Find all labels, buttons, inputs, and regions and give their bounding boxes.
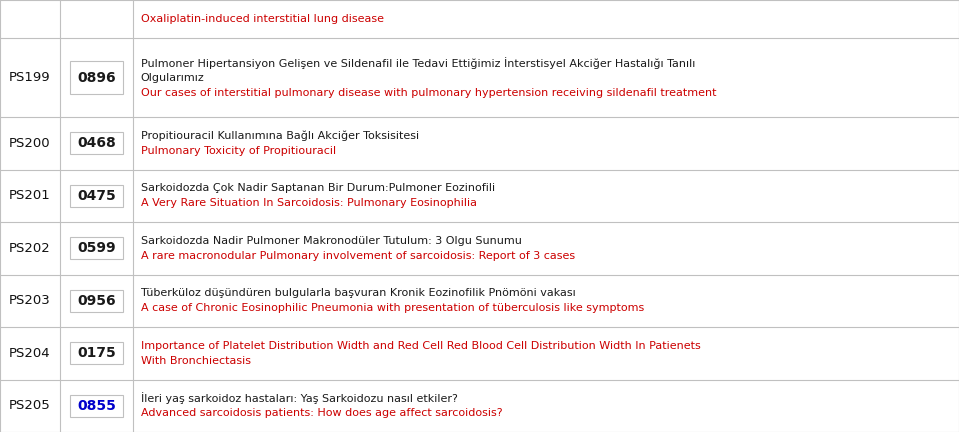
Text: Pulmoner Hipertansiyon Gelişen ve Sildenafil ile Tedavi Ettiğimiz İnterstisyel A: Pulmoner Hipertansiyon Gelişen ve Silden… bbox=[141, 57, 695, 69]
Text: Oxaliplatin-induced interstitial lung disease: Oxaliplatin-induced interstitial lung di… bbox=[141, 14, 384, 24]
Bar bbox=[70, 132, 123, 154]
Text: Pulmonary Toxicity of Propitiouracil: Pulmonary Toxicity of Propitiouracil bbox=[141, 146, 336, 156]
Text: PS202: PS202 bbox=[9, 242, 51, 255]
Text: 0475: 0475 bbox=[77, 189, 116, 203]
Text: PS200: PS200 bbox=[10, 137, 51, 150]
Text: Sarkoidozda Nadir Pulmoner Makronodüler Tutulum: 3 Olgu Sunumu: Sarkoidozda Nadir Pulmoner Makronodüler … bbox=[141, 236, 522, 246]
Text: 0175: 0175 bbox=[77, 346, 116, 360]
Text: A rare macronodular Pulmonary involvement of sarcoidosis: Report of 3 cases: A rare macronodular Pulmonary involvemen… bbox=[141, 251, 575, 261]
Text: Sarkoidozda Çok Nadir Saptanan Bir Durum:Pulmoner Eozinofili: Sarkoidozda Çok Nadir Saptanan Bir Durum… bbox=[141, 183, 495, 193]
Bar bbox=[70, 290, 123, 312]
Text: 0896: 0896 bbox=[77, 71, 116, 85]
Text: Importance of Platelet Distribution Width and Red Cell Red Blood Cell Distributi: Importance of Platelet Distribution Widt… bbox=[141, 341, 701, 351]
Bar bbox=[70, 237, 123, 259]
Text: Tüberküloz düşündüren bulgularla başvuran Kronik Eozinofilik Pnömöni vakası: Tüberküloz düşündüren bulgularla başvura… bbox=[141, 288, 575, 298]
Bar bbox=[70, 185, 123, 207]
Text: Olgularımız: Olgularımız bbox=[141, 73, 204, 83]
Text: 0599: 0599 bbox=[77, 241, 116, 255]
Text: İleri yaş sarkoidoz hastaları: Yaş Sarkoidozu nasıl etkiler?: İleri yaş sarkoidoz hastaları: Yaş Sarko… bbox=[141, 392, 457, 404]
Text: PS199: PS199 bbox=[10, 71, 51, 84]
Text: PS203: PS203 bbox=[9, 294, 51, 307]
Text: PS201: PS201 bbox=[9, 189, 51, 202]
Text: PS204: PS204 bbox=[10, 347, 51, 360]
Bar bbox=[70, 342, 123, 364]
Text: 0855: 0855 bbox=[77, 399, 116, 413]
Text: 0468: 0468 bbox=[77, 137, 116, 150]
Text: With Bronchiectasis: With Bronchiectasis bbox=[141, 356, 251, 366]
Text: A Very Rare Situation In Sarcoidosis: Pulmonary Eosinophilia: A Very Rare Situation In Sarcoidosis: Pu… bbox=[141, 198, 477, 208]
Text: Our cases of interstitial pulmonary disease with pulmonary hypertension receivin: Our cases of interstitial pulmonary dise… bbox=[141, 88, 716, 98]
Text: PS205: PS205 bbox=[9, 399, 51, 412]
Bar bbox=[70, 395, 123, 417]
Text: Propitiouracil Kullanımına Bağlı Akciğer Toksisitesi: Propitiouracil Kullanımına Bağlı Akciğer… bbox=[141, 130, 419, 141]
Text: 0956: 0956 bbox=[77, 294, 116, 308]
Text: Advanced sarcoidosis patients: How does age affect sarcoidosis?: Advanced sarcoidosis patients: How does … bbox=[141, 408, 503, 418]
Text: A case of Chronic Eosinophilic Pneumonia with presentation of tüberculosis like : A case of Chronic Eosinophilic Pneumonia… bbox=[141, 303, 644, 313]
Bar bbox=[70, 61, 123, 94]
